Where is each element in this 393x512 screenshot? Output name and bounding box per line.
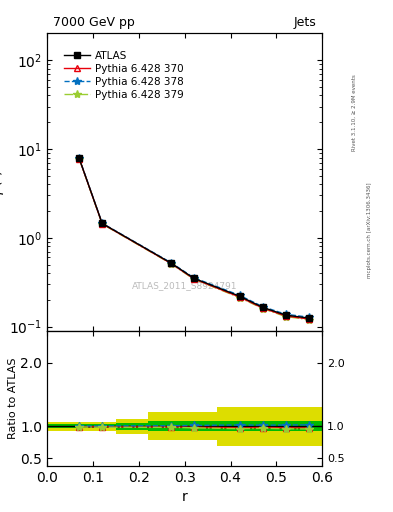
X-axis label: r: r [182, 490, 187, 504]
Y-axis label: $\rho(r)$: $\rho(r)$ [0, 169, 6, 195]
Pythia 6.428 378 [191, 274, 196, 281]
Text: ATLAS_2011_S8924791: ATLAS_2011_S8924791 [132, 282, 237, 291]
Line: Pythia 6.428 379: Pythia 6.428 379 [75, 155, 313, 324]
Pythia 6.428 379 [100, 221, 105, 227]
Pythia 6.428 379 [77, 156, 82, 162]
Pythia 6.428 379 [260, 306, 265, 312]
Legend: ATLAS, Pythia 6.428 370, Pythia 6.428 378, Pythia 6.428 379: ATLAS, Pythia 6.428 370, Pythia 6.428 37… [61, 48, 187, 103]
Line: Pythia 6.428 370: Pythia 6.428 370 [76, 155, 312, 323]
Text: mcplots.cern.ch [arXiv:1306.3436]: mcplots.cern.ch [arXiv:1306.3436] [367, 183, 373, 278]
ATLAS [306, 315, 311, 321]
Text: Jets: Jets [294, 16, 317, 29]
Pythia 6.428 379 [283, 313, 288, 319]
Y-axis label: Ratio to ATLAS: Ratio to ATLAS [7, 357, 18, 439]
Pythia 6.428 378 [169, 260, 173, 266]
Text: Rivet 3.1.10, ≥ 2.9M events: Rivet 3.1.10, ≥ 2.9M events [352, 74, 357, 151]
Pythia 6.428 378 [306, 314, 311, 320]
Pythia 6.428 379 [237, 294, 242, 301]
ATLAS [237, 293, 242, 300]
Pythia 6.428 378 [100, 220, 105, 226]
Pythia 6.428 370 [77, 156, 82, 162]
Pythia 6.428 378 [237, 292, 242, 298]
Pythia 6.428 378 [77, 155, 82, 161]
ATLAS [260, 304, 265, 310]
Pythia 6.428 378 [260, 304, 265, 310]
Text: 7000 GeV pp: 7000 GeV pp [53, 16, 134, 29]
ATLAS [169, 260, 173, 266]
Pythia 6.428 379 [306, 316, 311, 323]
Pythia 6.428 378 [283, 311, 288, 317]
Pythia 6.428 379 [169, 261, 173, 267]
Pythia 6.428 370 [260, 305, 265, 311]
Pythia 6.428 370 [306, 316, 311, 322]
Line: Pythia 6.428 378: Pythia 6.428 378 [75, 154, 313, 322]
Pythia 6.428 370 [100, 221, 105, 227]
ATLAS [100, 220, 105, 226]
Pythia 6.428 370 [169, 260, 173, 266]
ATLAS [77, 156, 82, 162]
Line: ATLAS: ATLAS [76, 155, 312, 321]
Pythia 6.428 379 [191, 276, 196, 282]
Pythia 6.428 370 [283, 313, 288, 319]
ATLAS [191, 275, 196, 282]
ATLAS [283, 312, 288, 318]
Pythia 6.428 370 [237, 294, 242, 300]
Pythia 6.428 370 [191, 276, 196, 282]
